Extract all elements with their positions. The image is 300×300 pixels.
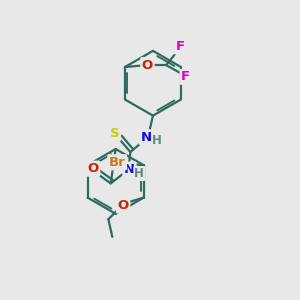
Text: O: O — [87, 162, 99, 175]
Text: Br: Br — [109, 156, 126, 169]
Text: O: O — [142, 58, 153, 72]
Text: F: F — [175, 40, 184, 53]
Text: F: F — [181, 70, 190, 83]
Text: H: H — [152, 134, 162, 147]
Text: N: N — [124, 163, 135, 176]
Text: H: H — [134, 167, 144, 180]
Text: N: N — [140, 131, 152, 144]
Text: O: O — [118, 199, 129, 212]
Text: S: S — [110, 127, 119, 140]
